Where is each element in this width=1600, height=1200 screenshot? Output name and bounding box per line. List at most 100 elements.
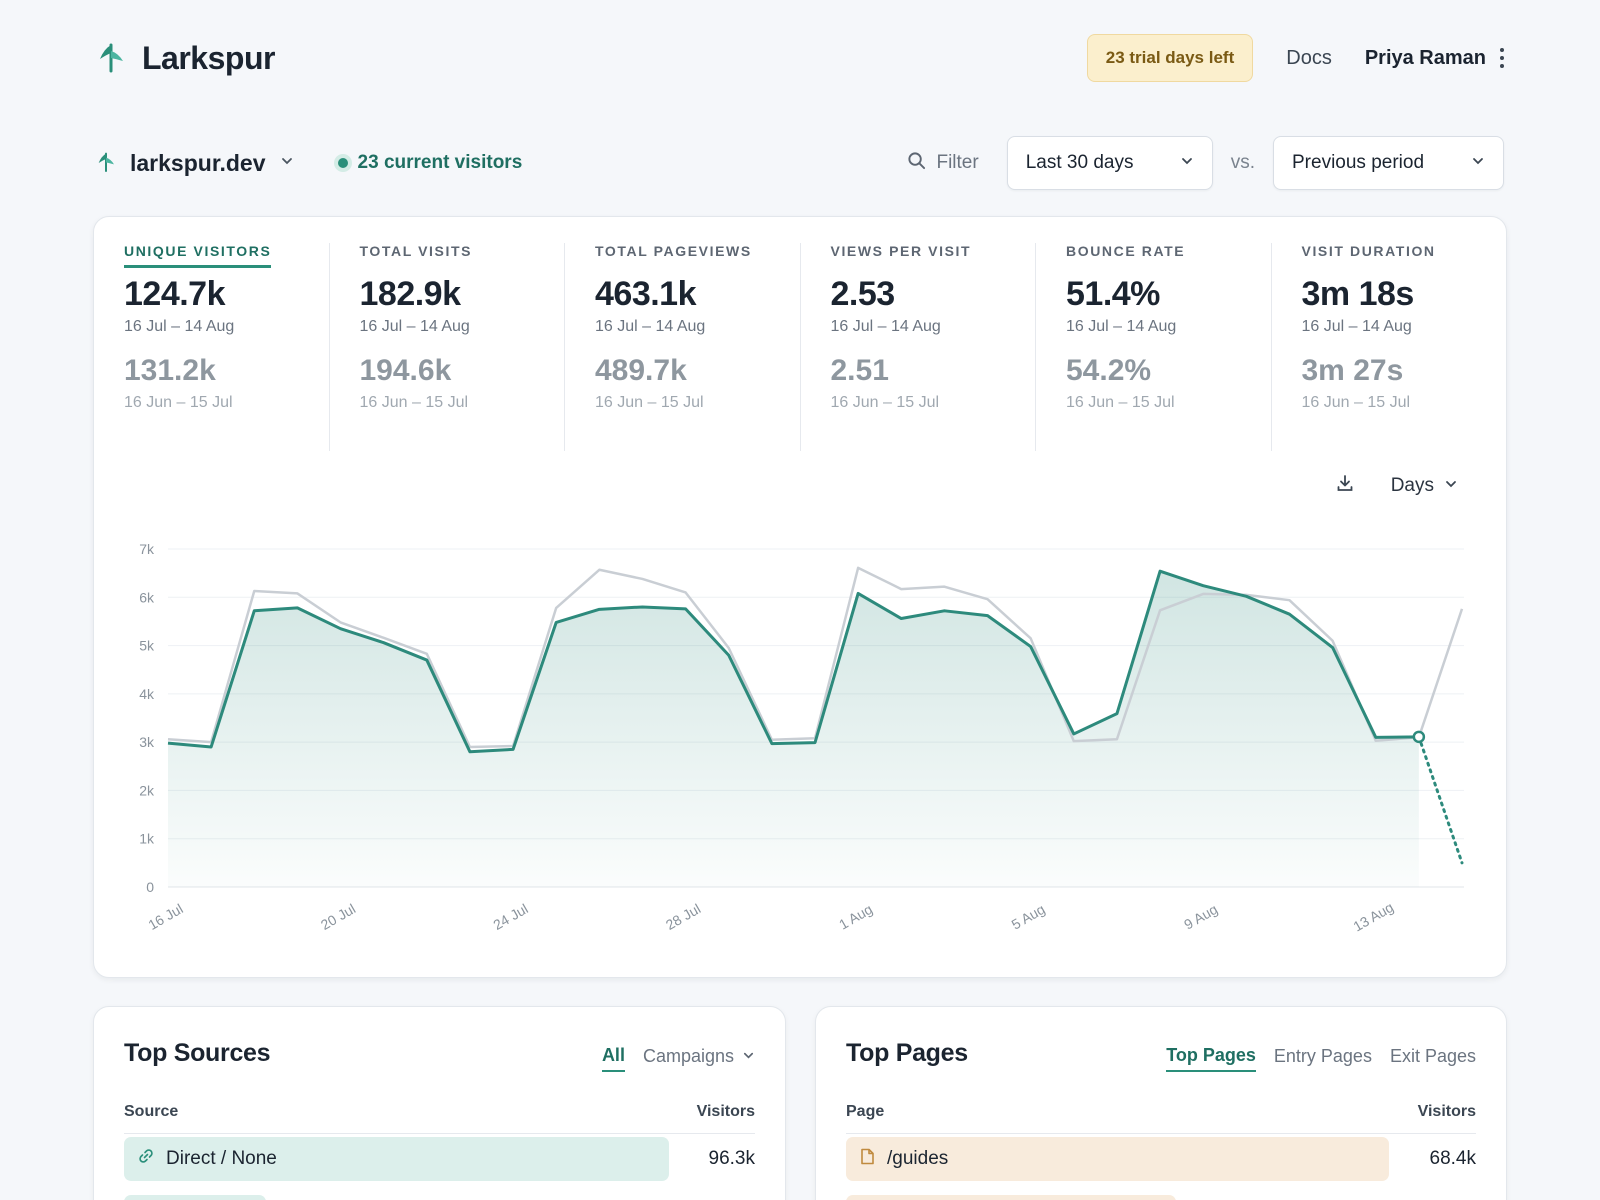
x-tick-label: 9 Aug	[1181, 901, 1220, 933]
tab-all[interactable]: All	[601, 1045, 625, 1072]
more-vertical-icon[interactable]	[1500, 48, 1504, 68]
metric-value: 463.1k	[595, 275, 696, 313]
tab-entry-pages[interactable]: Entry Pages	[1273, 1046, 1372, 1066]
y-tick-label: 5k	[139, 638, 155, 654]
docs-link[interactable]: Docs	[1286, 46, 1332, 69]
site-selector[interactable]: larkspur.dev	[96, 149, 294, 178]
x-tick-label: 5 Aug	[1009, 901, 1048, 933]
metric-label: TOTAL VISITS	[359, 243, 473, 259]
brand[interactable]: Larkspur	[96, 39, 275, 78]
filter-label: Filter	[936, 152, 979, 173]
file-icon	[860, 1148, 875, 1171]
tab-exit-pages[interactable]: Exit Pages	[1389, 1046, 1476, 1066]
metric-label: BOUNCE RATE	[1066, 243, 1186, 259]
col-visitors: Visitors	[1417, 1103, 1476, 1120]
metric-label: UNIQUE VISITORS	[124, 243, 272, 268]
metric-value: 182.9k	[359, 275, 461, 313]
metric-value: 2.53	[830, 275, 896, 313]
col-source: Source	[124, 1103, 179, 1120]
series-area	[168, 571, 1419, 887]
metric-previous-value: 489.7k	[595, 354, 687, 387]
metric-bounce-rate[interactable]: BOUNCE RATE 51.4% 16 Jul – 14 Aug 54.2% …	[1035, 243, 1271, 451]
list-item[interactable]: /guides 68.4k	[846, 1137, 1476, 1181]
card-title: Top Sources	[124, 1039, 271, 1067]
metric-previous-value: 3m 27s	[1301, 354, 1404, 387]
metric-unique-visitors[interactable]: UNIQUE VISITORS 124.7k 16 Jul – 14 Aug 1…	[94, 243, 329, 451]
site-toolbar: larkspur.dev 23 current visitors Filter …	[96, 136, 1504, 190]
col-page: Page	[846, 1103, 885, 1120]
metric-views-per-visit[interactable]: VIEWS PER VISIT 2.53 16 Jul – 14 Aug 2.5…	[799, 243, 1036, 451]
vs-label: vs.	[1230, 152, 1255, 173]
filter-button[interactable]: Filter	[907, 151, 979, 176]
period-value: Last 30 days	[1025, 152, 1134, 173]
site-favicon-icon	[96, 149, 116, 178]
table-header: Source Visitors	[124, 1103, 755, 1134]
metric-range: 16 Jul – 14 Aug	[124, 318, 235, 335]
series-line-partial	[1417, 735, 1464, 865]
app-title: Larkspur	[142, 39, 275, 76]
y-tick-label: 4k	[139, 686, 155, 702]
list-item-bar	[124, 1195, 266, 1200]
series-line-current	[167, 569, 1419, 754]
metric-previous-value: 194.6k	[359, 354, 452, 387]
metric-previous-value: 131.2k	[124, 354, 216, 387]
page-label: /guides	[887, 1148, 949, 1169]
y-tick-label: 2k	[139, 782, 155, 798]
metric-total-visits[interactable]: TOTAL VISITS 182.9k 16 Jul – 14 Aug 194.…	[328, 243, 565, 451]
metrics-row: UNIQUE VISITORS 124.7k 16 Jul – 14 Aug 1…	[94, 243, 1506, 451]
interval-dropdown[interactable]: Days	[1391, 475, 1458, 497]
pages-tabs: Top Pages Entry Pages Exit Pages	[1166, 1045, 1476, 1072]
user-menu[interactable]: Priya Raman	[1365, 47, 1504, 70]
link-icon	[138, 1148, 154, 1170]
metric-visit-duration[interactable]: VISIT DURATION 3m 18s 16 Jul – 14 Aug 3m…	[1270, 243, 1507, 451]
metric-total-pageviews[interactable]: TOTAL PAGEVIEWS 463.1k 16 Jul – 14 Aug 4…	[564, 243, 800, 451]
y-tick-label: 0	[146, 879, 154, 895]
metric-label: VIEWS PER VISIT	[830, 243, 972, 259]
chart-tools: Days	[1335, 473, 1458, 498]
metric-previous-range: 16 Jun – 15 Jul	[359, 394, 469, 411]
comparison-value: Previous period	[1292, 152, 1425, 173]
metric-range: 16 Jul – 14 Aug	[595, 318, 706, 335]
chevron-down-icon	[1471, 152, 1485, 174]
current-visitors-label: 23 current visitors	[357, 152, 523, 173]
user-name: Priya Raman	[1364, 46, 1486, 69]
site-name: larkspur.dev	[130, 149, 266, 176]
metric-range: 16 Jul – 14 Aug	[1066, 318, 1177, 335]
tab-campaigns[interactable]: Campaigns	[643, 1046, 755, 1071]
metric-value: 51.4%	[1066, 275, 1160, 313]
list-item-bar	[846, 1195, 1176, 1200]
current-visitors[interactable]: 23 current visitors	[337, 152, 523, 174]
top-sources-card: Top Sources All Campaigns Source Visitor…	[93, 1006, 786, 1200]
comparison-dropdown[interactable]: Previous period	[1273, 136, 1504, 190]
x-tick-label: 24 Jul	[490, 900, 530, 933]
list-item[interactable]: Direct / None 96.3k	[124, 1137, 755, 1181]
trial-badge[interactable]: 23 trial days left	[1086, 34, 1254, 82]
metric-range: 16 Jul – 14 Aug	[359, 318, 470, 335]
visitors-share-bar	[846, 1137, 1389, 1181]
y-tick-label: 6k	[139, 589, 155, 605]
metric-range: 16 Jul – 14 Aug	[830, 318, 941, 335]
card-title: Top Pages	[846, 1039, 968, 1067]
metric-label: TOTAL PAGEVIEWS	[595, 243, 752, 259]
y-tick-label: 1k	[139, 831, 155, 847]
metric-label: VISIT DURATION	[1301, 243, 1436, 259]
visitors-chart[interactable]: 0 1k 2k 3k 4k 5k 6k 7k 16 Jul 20 Jul 24 Jul 28 Jul 1…	[94, 217, 1508, 979]
metric-previous-range: 16 Jun – 15 Jul	[1301, 394, 1411, 411]
metric-value: 124.7k	[124, 275, 225, 313]
visitors-share-bar	[124, 1137, 669, 1181]
download-icon[interactable]	[1335, 473, 1355, 498]
interval-value: Days	[1390, 474, 1434, 496]
x-tick-label: 13 Aug	[1350, 899, 1396, 935]
metric-previous-range: 16 Jun – 15 Jul	[595, 394, 704, 411]
tab-campaigns-label: Campaigns	[642, 1046, 734, 1066]
tab-top-pages[interactable]: Top Pages	[1166, 1045, 1256, 1072]
top-pages-card: Top Pages Top Pages Entry Pages Exit Pag…	[815, 1006, 1507, 1200]
x-tick-label: 16 Jul	[145, 900, 185, 933]
metric-previous-range: 16 Jun – 15 Jul	[1066, 394, 1175, 411]
metric-previous-range: 16 Jun – 15 Jul	[124, 394, 233, 411]
y-tick-label: 7k	[139, 541, 155, 557]
chevron-down-icon	[742, 1046, 755, 1067]
period-dropdown[interactable]: Last 30 days	[1006, 136, 1213, 190]
search-icon	[907, 151, 926, 176]
metric-value: 3m 18s	[1301, 275, 1415, 313]
